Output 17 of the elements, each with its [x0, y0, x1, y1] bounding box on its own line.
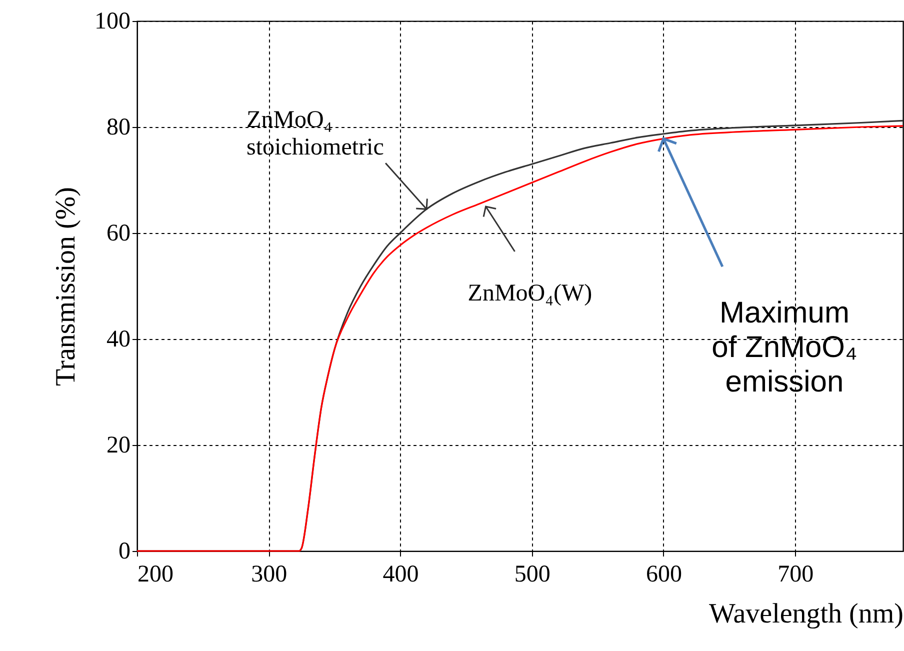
y-tick-label: 100 — [94, 8, 130, 34]
x-tick-label: 200 — [138, 562, 174, 588]
y-tick-label: 40 — [106, 326, 130, 352]
y-tick-label: 80 — [106, 114, 130, 140]
x-axis-title: Wavelength (nm) — [709, 598, 904, 630]
x-tick-label: 700 — [778, 562, 814, 588]
x-tick-label: 600 — [646, 562, 682, 588]
x-tick-label: 400 — [382, 562, 419, 588]
y-tick-label: 20 — [106, 432, 130, 458]
y-tick-label: 60 — [106, 220, 130, 246]
annotation: ZnMoO₄(W) — [468, 280, 592, 306]
y-tick-label: 0 — [118, 538, 130, 564]
x-tick-label: 300 — [251, 562, 288, 588]
y-axis-title: Transmission (%) — [50, 187, 82, 386]
x-tick-label: 500 — [514, 562, 550, 588]
annotation: Maximum of ZnMoO₄ emission — [712, 296, 858, 399]
annotation: ZnMoO₄ stoichiometric — [246, 107, 384, 161]
